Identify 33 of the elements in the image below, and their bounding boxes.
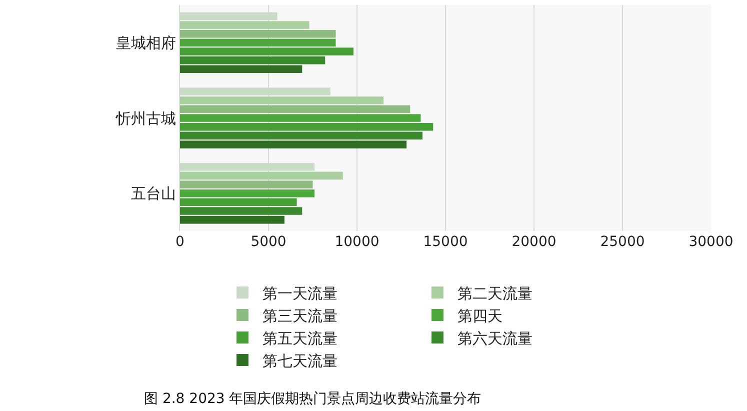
y-tick-label: 忻州古城 <box>115 109 176 128</box>
x-tick-label: 20000 <box>512 234 556 250</box>
bar <box>180 56 326 64</box>
x-tick-label: 10000 <box>334 234 380 250</box>
bar <box>180 96 384 104</box>
bar <box>180 172 343 180</box>
x-tick-label: 25000 <box>600 234 645 250</box>
caption: 图 2.8 2023 年国庆假期热门景点周边收费站流量分布 <box>144 391 482 407</box>
x-tick-label: 5000 <box>250 234 286 250</box>
legend-label: 第七天流量 <box>262 352 338 370</box>
bar <box>180 140 407 148</box>
legend-label: 第三天流量 <box>262 306 338 325</box>
legend-label: 第五天流量 <box>262 329 338 348</box>
legend-label: 第一天流量 <box>262 284 338 302</box>
bar <box>180 88 330 96</box>
legend-label: 第二天流量 <box>457 284 532 302</box>
bar <box>180 105 410 114</box>
y-tick-label: 皇城相府 <box>116 34 176 52</box>
legend-label: 第六天流量 <box>457 329 532 348</box>
bar <box>180 12 278 20</box>
x-tick-label: 30000 <box>688 234 734 250</box>
bar <box>180 180 313 188</box>
bar <box>180 162 315 171</box>
x-tick-label: 0 <box>176 234 184 250</box>
bar <box>180 132 422 140</box>
x-tick-label: 15000 <box>423 234 468 250</box>
bar <box>180 65 302 74</box>
bar <box>180 207 302 215</box>
bar <box>180 21 310 29</box>
y-tick-label: 五台山 <box>131 184 176 203</box>
legend-label: 第四天 <box>457 306 502 325</box>
bar <box>180 30 336 38</box>
bar <box>180 216 284 224</box>
